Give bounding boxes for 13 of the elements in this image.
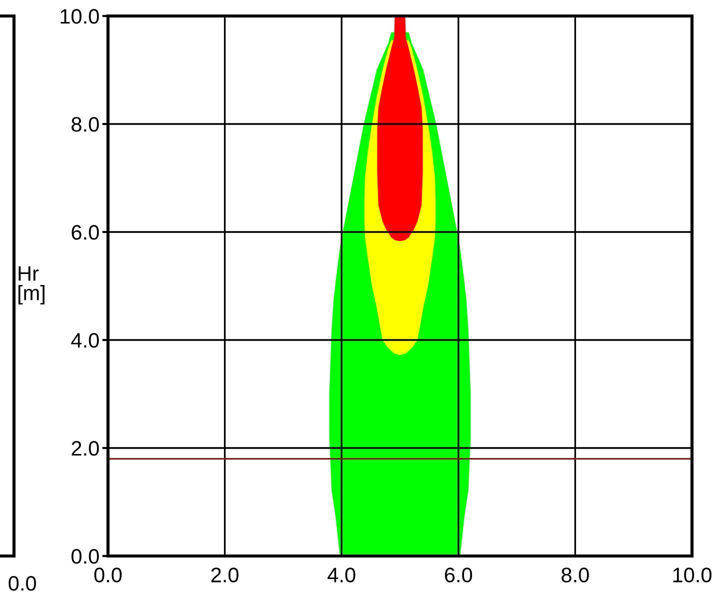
x-tick-label: 10.0	[673, 568, 712, 582]
y-tick-label: 2.0	[72, 441, 99, 456]
y-tick-label: 4.0	[71, 333, 99, 348]
y-tick-label: 0.0	[72, 549, 99, 564]
x-tick-label: 0.0	[94, 568, 122, 582]
x-tick-label: 4.0	[328, 568, 356, 582]
x-tick-label: 2.0	[211, 568, 238, 582]
x-tick-label: 8.0	[562, 568, 589, 582]
y-tick-label: 6.0	[72, 225, 99, 240]
y-axis-title: Hr [m]	[18, 266, 44, 304]
x-tick-label: 6.0	[444, 568, 472, 582]
y-tick-label: 10.0	[60, 9, 99, 24]
y-tick-label: 8.0	[72, 117, 99, 132]
